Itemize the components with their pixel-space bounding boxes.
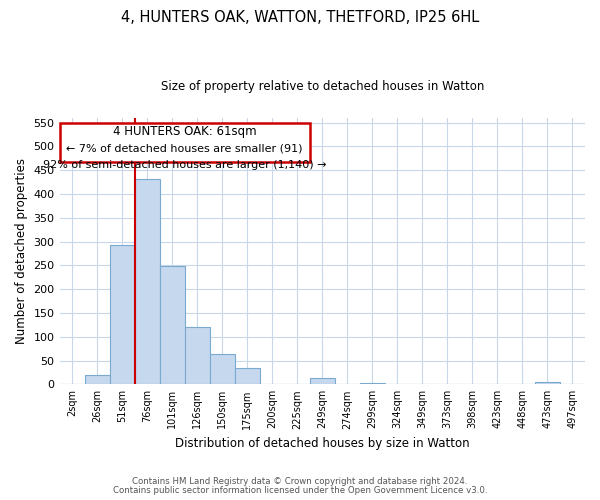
Bar: [85, 375, 110, 384]
Y-axis label: Number of detached properties: Number of detached properties: [15, 158, 28, 344]
Title: Size of property relative to detached houses in Watton: Size of property relative to detached ho…: [161, 80, 484, 93]
Text: 92% of semi-detached houses are larger (1,140) →: 92% of semi-detached houses are larger (…: [43, 160, 326, 170]
Text: ← 7% of detached houses are smaller (91): ← 7% of detached houses are smaller (91): [67, 144, 303, 154]
Bar: [110, 245, 134, 384]
Bar: [310, 378, 335, 384]
Text: Contains HM Land Registry data © Crown copyright and database right 2024.: Contains HM Land Registry data © Crown c…: [132, 477, 468, 486]
Bar: [134, 178, 160, 384]
Bar: [535, 382, 560, 384]
X-axis label: Distribution of detached houses by size in Watton: Distribution of detached houses by size …: [175, 437, 470, 450]
Text: Contains public sector information licensed under the Open Government Licence v3: Contains public sector information licen…: [113, 486, 487, 495]
Bar: [185, 327, 209, 384]
Text: 4 HUNTERS OAK: 61sqm: 4 HUNTERS OAK: 61sqm: [113, 125, 256, 138]
Bar: [235, 368, 260, 384]
Text: 4, HUNTERS OAK, WATTON, THETFORD, IP25 6HL: 4, HUNTERS OAK, WATTON, THETFORD, IP25 6…: [121, 10, 479, 25]
Bar: [209, 354, 235, 384]
Bar: [160, 266, 185, 384]
